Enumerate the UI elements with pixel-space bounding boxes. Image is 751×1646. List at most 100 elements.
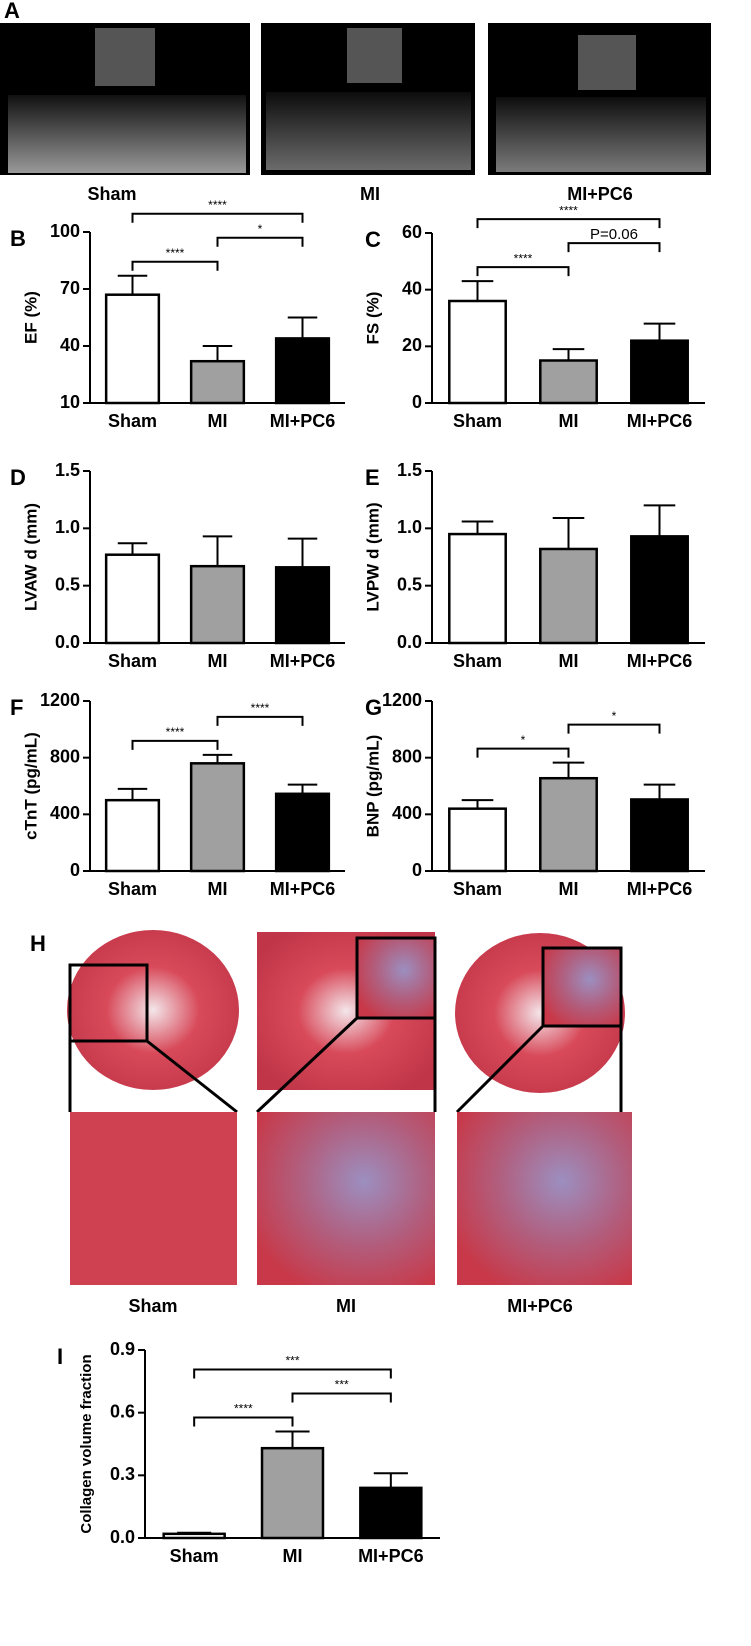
y-tick-label: 0.0 [55,632,80,652]
bar [539,776,598,873]
image-caption: MI [336,1296,356,1316]
bar [359,1486,423,1540]
x-tick-label: Sham [170,1546,219,1566]
y-tick-label: 0 [70,860,80,880]
x-tick-label: Sham [108,411,157,431]
y-tick-label: 0.0 [110,1527,135,1547]
significance-label: **** [559,203,578,217]
significance-bracket [567,242,661,253]
y-axis-label: EF (%) [21,291,40,344]
significance-label: * [258,222,263,236]
x-tick-label: MI [283,1546,303,1566]
panel-label: E [365,465,380,490]
significance-bracket [216,715,304,726]
significance-label: **** [234,1402,253,1416]
bar [189,564,246,645]
y-tick-label: 0 [412,860,422,880]
y-tick-label: 0.5 [397,574,422,594]
y-tick-label: 0.6 [110,1401,135,1421]
bar [539,359,598,405]
x-tick-label: MI+PC6 [627,651,693,671]
y-tick-label: 10 [60,392,80,412]
y-tick-label: 0.0 [397,632,422,652]
x-tick-label: MI+PC6 [627,879,693,899]
panel-label: C [365,227,381,252]
y-tick-label: 1200 [382,690,422,710]
y-tick-label: 0 [412,392,422,412]
significance-bracket [131,212,304,223]
significance-label: * [521,733,526,747]
y-axis-label: BNP (pg/mL) [363,735,382,838]
significance-bracket [131,260,219,271]
bar [274,792,331,873]
significance-label: **** [251,701,270,715]
y-axis-label: FS (%) [363,292,382,345]
y-tick-label: 100 [50,221,80,241]
y-tick-label: 1.0 [397,517,422,537]
image-caption: Sham [87,184,136,204]
bar [162,1532,226,1540]
panel-label: I [57,1344,63,1369]
panel-label: F [10,695,23,720]
panel-label: B [10,226,26,251]
significance-bracket [131,739,219,750]
panel-label: A [4,0,20,23]
significance-bracket [567,723,661,734]
bar [189,762,246,873]
histology-images [67,930,632,1285]
bar [630,535,689,645]
significance-bracket [476,747,570,758]
y-tick-label: 0.5 [55,574,80,594]
y-tick-label: 70 [60,278,80,298]
y-tick-label: 1.5 [55,460,80,480]
bar [104,293,161,405]
y-axis-label: LVAW d (mm) [21,503,40,611]
bar [274,337,331,405]
y-tick-label: 20 [402,335,422,355]
image-caption: MI+PC6 [567,184,633,204]
x-tick-label: MI [559,651,579,671]
significance-bracket [216,236,304,247]
image-caption: MI [360,184,380,204]
significance-label: * [612,709,617,723]
echo-images [0,23,711,175]
bar [260,1446,325,1540]
image-caption: MI+PC6 [507,1296,573,1316]
x-tick-label: MI+PC6 [270,651,336,671]
significance-label: *** [335,1378,349,1392]
y-tick-label: 1.0 [55,517,80,537]
significance-label: **** [514,251,533,265]
bar [448,807,507,873]
x-tick-label: Sham [108,651,157,671]
y-tick-label: 400 [50,803,80,823]
y-tick-label: 40 [402,278,422,298]
significance-label: P=0.06 [590,226,638,243]
bar [189,359,246,405]
y-tick-label: 800 [392,746,422,766]
y-tick-label: 40 [60,335,80,355]
bar [274,566,331,645]
y-tick-label: 0.3 [110,1464,135,1484]
significance-label: **** [166,246,185,260]
image-caption: Sham [128,1296,177,1316]
significance-bracket [476,218,661,229]
x-tick-label: MI+PC6 [270,879,336,899]
x-tick-label: Sham [453,879,502,899]
bar [630,798,689,873]
y-tick-label: 400 [392,803,422,823]
x-tick-label: MI [208,411,228,431]
significance-bracket [291,1392,392,1403]
y-tick-label: 60 [402,222,422,242]
x-tick-label: Sham [453,411,502,431]
significance-bracket [193,1416,294,1427]
y-tick-label: 800 [50,746,80,766]
y-axis-label: Collagen volume fraction [78,1354,95,1533]
x-tick-label: MI [559,879,579,899]
y-axis-label: cTnT (pg/mL) [21,732,40,840]
y-tick-label: 1.5 [397,460,422,480]
x-tick-label: Sham [108,879,157,899]
bar [630,339,689,405]
x-tick-label: MI [208,879,228,899]
x-tick-label: MI [208,651,228,671]
